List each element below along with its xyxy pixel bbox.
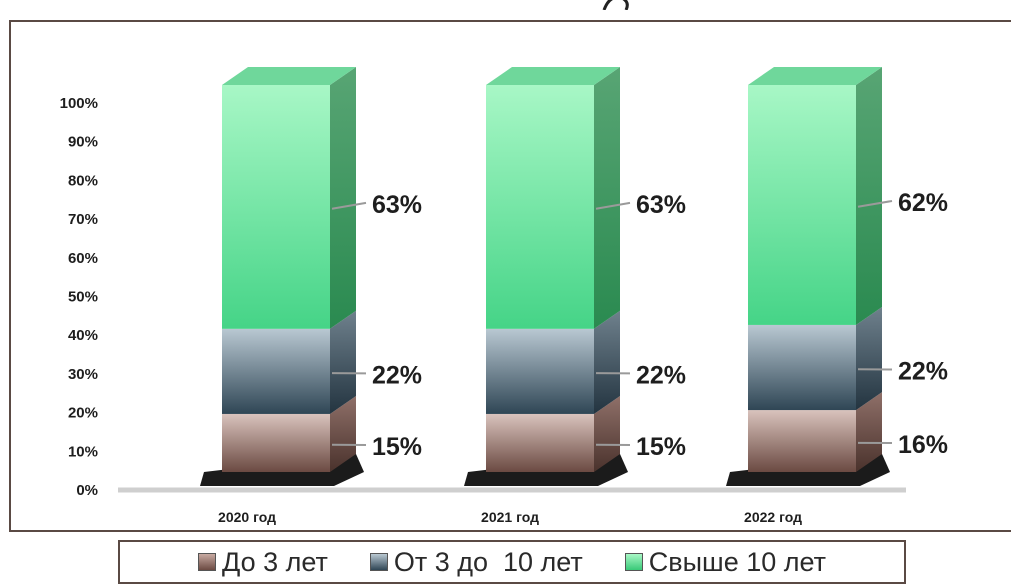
stacked-bar-chart: 0% 10% 20% 30% 40% 50% 60% 70% 80% 90% 100% 2020 го… [60,67,948,525]
bar-segment-side [330,67,356,329]
bar-top-face [222,67,356,85]
bar-segment [486,328,594,414]
legend-item-under-3: До 3 лет [197,546,328,578]
bar-top-face [748,67,882,85]
y-tick-label: 0% [76,482,98,499]
bar-segment-side [594,310,620,414]
data-label: 16% [898,431,948,459]
bar-segment-side [594,395,620,472]
bar-segment [748,85,856,325]
data-label-leader [595,201,631,210]
bar-segment [748,324,856,411]
bar-segment [222,413,330,472]
data-label-leader [857,199,893,208]
bar-segment-side [330,395,356,472]
legend-label: От 3 до 10 лет [393,546,583,577]
data-label: 62% [898,189,948,217]
y-tick-label: 40% [68,327,98,344]
data-label: 22% [372,361,422,389]
data-label-leader [331,201,367,210]
title-fragment [596,0,636,10]
legend-item-3-to-10: От 3 до 10 лет [369,546,583,578]
y-tick-label: 60% [68,250,98,267]
legend-label: До 3 лет [221,546,328,577]
bar-segment-side [856,67,882,325]
chart-frame [9,20,1011,532]
bar-segment [222,328,330,414]
legend-swatch [369,553,388,571]
bar-segment-side [594,67,620,329]
bar-segment [486,85,594,329]
legend-swatch [624,553,643,571]
y-tick-label: 100% [60,95,98,112]
bar-segment [748,410,856,472]
legend-label: Свыше 10 лет [648,546,826,577]
bar-segment-side [856,306,882,411]
y-tick-label: 90% [68,134,98,151]
data-label: 15% [372,433,422,461]
data-label: 22% [898,358,948,386]
bar-segment-side [856,392,882,472]
y-tick-label: 10% [68,443,98,460]
bar-segment-side [330,310,356,414]
x-tick-label: 2020 год [218,509,276,525]
y-tick-label: 50% [68,289,98,306]
bar-top-face [486,67,620,85]
y-tick-label: 20% [68,405,98,422]
bar-segment [486,413,594,472]
y-tick-label: 80% [68,172,98,189]
bar-segment [222,85,330,329]
x-tick-label: 2021 год [481,509,539,525]
data-label: 15% [636,433,686,461]
data-label: 63% [372,191,422,219]
y-tick-label: 70% [68,211,98,228]
y-tick-label: 30% [68,366,98,383]
legend-swatch [197,553,216,571]
legend: До 3 лет От 3 до 10 лет Свыше 10 лет [118,540,906,584]
x-tick-label: 2022 год [744,509,802,525]
data-label: 22% [636,361,686,389]
legend-item-over-10: Свыше 10 лет [624,546,826,578]
data-label: 63% [636,191,686,219]
